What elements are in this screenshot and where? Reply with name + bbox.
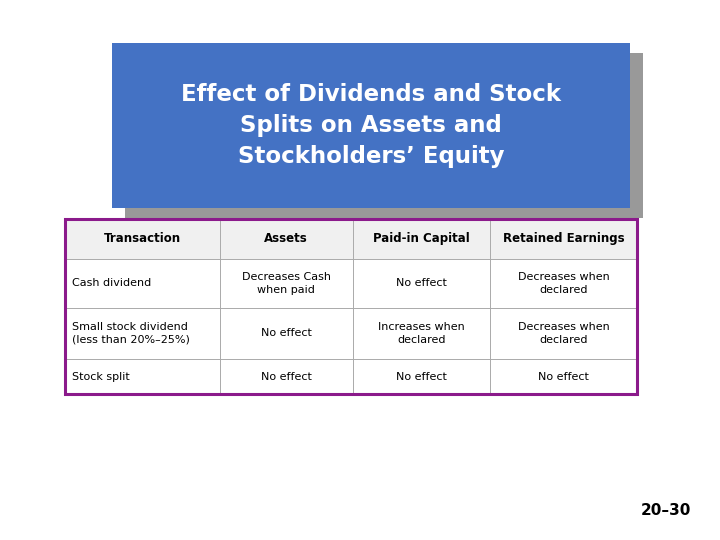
- Text: 20–30: 20–30: [641, 503, 691, 518]
- Text: Decreases when
declared: Decreases when declared: [518, 272, 609, 295]
- Bar: [65, 219, 637, 259]
- Bar: [112, 43, 630, 208]
- Text: Decreases when
declared: Decreases when declared: [518, 322, 609, 345]
- Text: Retained Earnings: Retained Earnings: [503, 232, 624, 246]
- Text: Stock split: Stock split: [72, 372, 130, 382]
- Text: No effect: No effect: [396, 372, 446, 382]
- Text: Increases when
declared: Increases when declared: [378, 322, 464, 345]
- Text: Cash dividend: Cash dividend: [72, 279, 151, 288]
- Bar: [65, 219, 637, 394]
- Text: Paid-in Capital: Paid-in Capital: [373, 232, 469, 246]
- Text: No effect: No effect: [261, 372, 312, 382]
- Text: Effect of Dividends and Stock
Splits on Assets and
Stockholders’ Equity: Effect of Dividends and Stock Splits on …: [181, 83, 561, 168]
- Text: No effect: No effect: [261, 328, 312, 339]
- Text: Transaction: Transaction: [104, 232, 181, 246]
- Text: Small stock dividend
(less than 20%–25%): Small stock dividend (less than 20%–25%): [72, 322, 190, 345]
- Text: Assets: Assets: [264, 232, 308, 246]
- Text: Decreases Cash
when paid: Decreases Cash when paid: [242, 272, 330, 295]
- Text: No effect: No effect: [538, 372, 589, 382]
- Text: No effect: No effect: [396, 279, 446, 288]
- Bar: [125, 53, 643, 218]
